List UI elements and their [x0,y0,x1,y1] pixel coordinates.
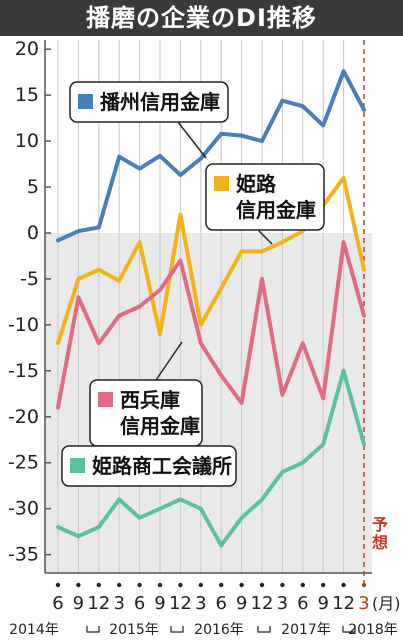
legend-swatch [214,176,229,191]
x-tick-label: 6 [134,593,145,614]
y-tick-label: 15 [15,84,39,106]
x-tick-label: 12 [87,593,110,614]
y-tick-label: -15 [8,360,39,382]
y-tick-label: 20 [15,38,39,60]
x-tick-label: 9 [73,593,84,614]
legend-label: 西兵庫 [120,388,180,412]
x-tick-dot [157,582,163,588]
forecast-label: 想 [371,533,388,552]
series-line-3 [56,368,366,548]
year-label: 2017年 [281,622,331,638]
x-tick-dot [137,582,142,588]
x-tick-dot [219,582,224,588]
year-label: 2015年 [109,622,159,638]
x-tick-label: 12 [332,593,355,614]
x-tick-dot [198,582,203,588]
x-tick-dot [55,582,61,588]
y-tick-label: -20 [8,406,39,428]
forecast-label: 予 [372,515,388,534]
x-tick-dot [259,582,265,588]
series-line-2 [56,240,366,410]
y-tick-label: -5 [20,268,39,290]
year-divider [257,626,271,633]
x-tick-dot [300,582,305,588]
legend-label: 姫路商工会議所 [92,454,232,478]
x-tick-label: 12 [169,593,192,614]
legend-leader-line [257,229,273,245]
chart-title: 播磨の企業のDI推移 [0,0,403,36]
x-tick-dot [76,582,81,588]
x-tick-dot [178,582,183,588]
legend-swatch [98,392,113,407]
legend-label: 信用金庫 [120,414,200,438]
y-tick-label: -35 [8,544,39,566]
legend-label: 播州信用金庫 [100,90,220,114]
x-tick-label: 12 [251,593,274,614]
legend-label: 信用金庫 [236,198,316,222]
y-tick-label: 0 [27,222,39,244]
legend-box [205,163,325,231]
y-tick-label: -25 [8,452,39,474]
x-tick-dot [117,582,122,588]
year-divider [342,626,356,633]
year-label: 2016年 [194,622,244,638]
x-tick-dot [341,582,346,588]
x-tick-label: 6 [52,593,63,614]
x-tick-label: 3 [277,593,288,614]
legend-leader-line [177,121,207,159]
x-tick-label: 3 [358,593,369,614]
series-line-0 [56,69,366,243]
y-tick-label: -30 [8,498,39,520]
legend-box [61,445,237,487]
x-tick-dot [321,582,326,588]
legend-box [69,81,229,123]
x-tick-dot [280,582,285,588]
x-tick-label: 9 [236,593,247,614]
legend-leader-line [155,341,183,381]
x-tick-label: 3 [113,593,124,614]
x-tick-dot [239,582,244,588]
x-unit-label: (月) [372,594,401,613]
legend-swatch [78,94,93,109]
year-divider [170,626,184,633]
x-tick-label: 6 [297,593,308,614]
year-label: 2018年 [348,622,398,638]
year-divider [86,626,100,633]
legend-swatch [70,458,85,473]
x-tick-label: 9 [317,593,328,614]
y-tick-label: 5 [27,176,39,198]
year-label: 2014年 [9,622,59,638]
x-tick-dot [361,582,367,588]
x-tick-label: 9 [154,593,165,614]
y-tick-label: 10 [15,130,39,152]
legend-label: 姫路 [236,172,277,196]
x-tick-label: 3 [195,593,206,614]
x-tick-label: 6 [215,593,226,614]
x-tick-dot [96,582,102,588]
y-tick-label: -10 [8,314,39,336]
